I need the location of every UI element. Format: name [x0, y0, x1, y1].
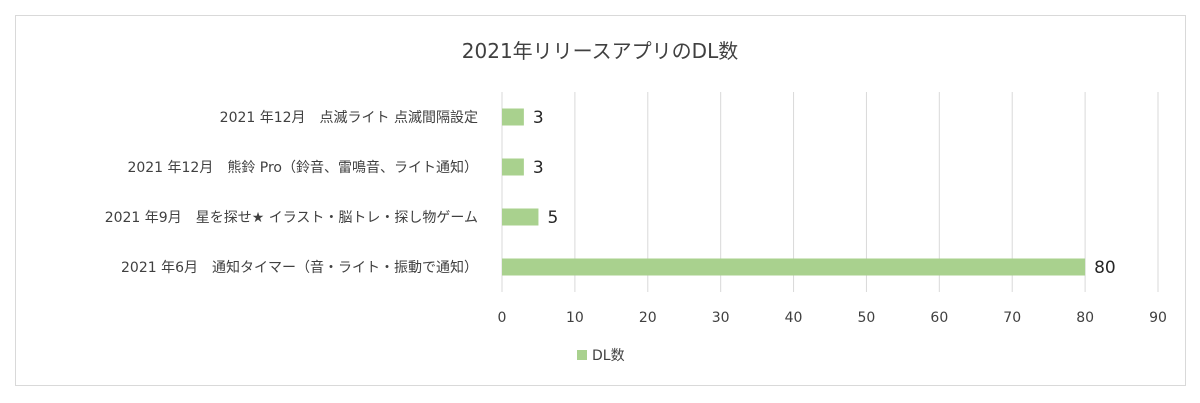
x-tick-label: 80	[1076, 310, 1094, 326]
data-label: 5	[547, 208, 558, 228]
legend: DL数	[577, 348, 625, 364]
bar	[502, 208, 539, 226]
x-tick-label: 70	[1003, 310, 1021, 326]
x-tick-labels: 0 10 20 30 40 50 60 70 80 90	[498, 310, 1167, 326]
x-tick-label: 20	[639, 310, 657, 326]
x-tick-label: 40	[785, 310, 803, 326]
category-label: 2021 年12月 熊鈴 Pro（鈴音、雷鳴音、ライト通知）	[127, 159, 478, 176]
data-label: 3	[533, 158, 544, 178]
data-label: 3	[533, 108, 544, 128]
data-labels: 3 3 5 80	[533, 108, 1116, 278]
bar	[502, 258, 1086, 276]
data-label: 80	[1094, 258, 1116, 278]
x-tick-label: 90	[1149, 310, 1167, 326]
x-tick-label: 10	[566, 310, 584, 326]
category-labels: 2021 年12月 点滅ライト 点滅間隔設定 2021 年12月 熊鈴 Pro（鈴…	[105, 110, 478, 276]
bars	[502, 108, 1086, 276]
legend-swatch	[577, 350, 587, 360]
chart-frame	[15, 15, 1186, 386]
x-tick-label: 30	[712, 310, 730, 326]
x-tick-label: 50	[858, 310, 876, 326]
legend-label: DL数	[592, 348, 625, 364]
category-label: 2021 年12月 点滅ライト 点滅間隔設定	[220, 110, 478, 126]
bar	[502, 158, 524, 176]
x-tick-label: 0	[498, 310, 507, 326]
bar	[502, 108, 524, 126]
category-label: 2021 年6月 通知タイマー（音・ライト・振動で通知）	[121, 259, 478, 276]
chart-title: 2021年リリースアプリのDL数	[462, 39, 738, 63]
x-tick-label: 60	[930, 310, 948, 326]
category-label: 2021 年9月 星を探せ★ イラスト・脳トレ・探し物ゲーム	[105, 210, 478, 226]
